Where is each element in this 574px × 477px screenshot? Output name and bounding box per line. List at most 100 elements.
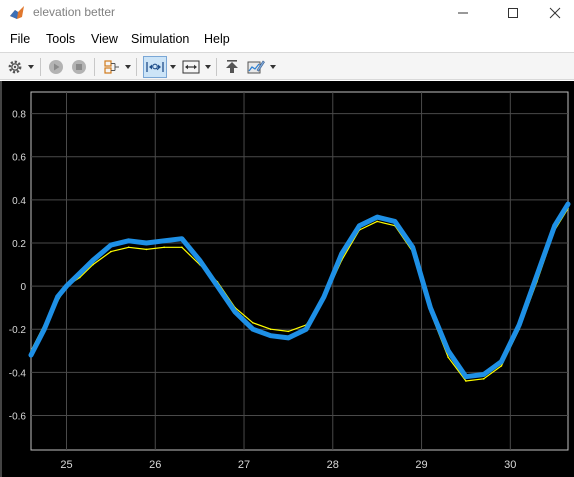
menu-help[interactable]: Help (204, 32, 230, 46)
primary-signal-point (90, 258, 96, 263)
x-tick-label: 26 (149, 459, 161, 471)
autoscale-icon (182, 60, 200, 74)
reference-signal-point (79, 276, 81, 279)
edit-style-dropdown[interactable] (269, 56, 277, 78)
x-tick-label: 30 (504, 459, 516, 471)
primary-signal-point (126, 238, 131, 244)
run-icon (49, 60, 63, 74)
grid-lines (31, 92, 568, 450)
close-icon (549, 7, 561, 19)
reference-signal-point (482, 378, 485, 380)
primary-signal-point (481, 372, 486, 377)
reference-signal-point (92, 263, 94, 266)
y-tick-label: 0 (20, 282, 26, 293)
primary-signal-point (286, 335, 291, 341)
highlight-block-button[interactable] (222, 56, 242, 78)
y-tick-label: 0.6 (12, 153, 26, 164)
primary-signal-point (215, 283, 220, 289)
x-tick-label: 28 (327, 459, 339, 471)
settings-gear-icon (8, 60, 22, 74)
primary-signal-point (250, 327, 256, 332)
tick-labels: 25 26 27 28 29 30 -0.6 -0.4 -0.2 0 0.2 0.4 0.6 0.8 (9, 110, 517, 471)
toolbar-separator (216, 58, 217, 76)
reference-signal-point (376, 220, 378, 223)
primary-signal-point (499, 359, 504, 364)
primary-signal-point (392, 219, 398, 224)
zoom-x-icon (146, 62, 164, 72)
toolbar (0, 52, 574, 80)
reference-signal-point (500, 365, 503, 367)
reference-signal-point (110, 250, 112, 253)
minimize-button[interactable] (440, 0, 486, 26)
primary-signal-point (77, 270, 83, 276)
menu-bar: File Tools View Simulation Help (0, 29, 574, 51)
edit-style-icon (247, 60, 265, 74)
edit-style-button[interactable] (245, 56, 267, 78)
stop-button[interactable] (69, 56, 89, 78)
caret-down-icon (125, 65, 131, 69)
primary-signal-point (516, 322, 522, 328)
highlight-simulink-block-icon (226, 60, 238, 73)
minimize-icon (458, 12, 468, 14)
primary-signal-point (339, 251, 344, 256)
signal-selector-dropdown[interactable] (124, 56, 132, 78)
y-tick-label: -0.6 (9, 411, 27, 422)
y-tick-label: 0.8 (12, 110, 26, 121)
primary-signal-point (321, 294, 327, 300)
reference-signal-point (269, 328, 272, 331)
primary-signal-point (463, 374, 469, 379)
menu-tools[interactable]: Tools (46, 32, 76, 46)
window-title: elevation better (33, 5, 116, 19)
primary-signal-point (232, 309, 238, 315)
reference-signal-point (145, 248, 148, 251)
caret-down-icon (205, 65, 211, 69)
primary-signal-point (55, 294, 60, 300)
settings-dropdown[interactable] (27, 56, 35, 78)
primary-signal-point (552, 223, 557, 228)
zoom-x-button[interactable] (143, 56, 167, 78)
zoom-dropdown[interactable] (169, 56, 177, 78)
autoscale-dropdown[interactable] (204, 56, 212, 78)
matlab-app-icon (10, 6, 24, 19)
signal-traces (28, 201, 571, 382)
reference-signal-point (252, 321, 254, 324)
primary-signal-point (144, 240, 149, 246)
scope-axes[interactable]: 25 26 27 28 29 30 -0.6 -0.4 -0.2 0 0.2 0.4 0.6 0.8 (0, 81, 574, 477)
reference-signal-point (447, 356, 449, 359)
signal-selector-icon (104, 60, 119, 74)
close-button[interactable] (536, 0, 574, 26)
maximize-button[interactable] (490, 0, 536, 26)
caret-down-icon (28, 65, 34, 69)
caret-down-icon (170, 65, 176, 69)
menu-simulation[interactable]: Simulation (131, 32, 190, 46)
menu-view[interactable]: View (91, 32, 118, 46)
scope-plot-area[interactable]: 25 26 27 28 29 30 -0.6 -0.4 -0.2 0 0.2 0.4 0.6 0.8 (0, 81, 574, 477)
primary-signal-point (303, 327, 309, 332)
autoscale-button[interactable] (180, 56, 202, 78)
menu-file[interactable]: File (10, 32, 31, 46)
primary-signal-point (64, 283, 69, 289)
title-bar: elevation better (0, 0, 574, 26)
primary-signal-point (374, 214, 380, 220)
settings-button[interactable] (5, 56, 25, 78)
primary-signal-point (565, 201, 571, 207)
toolbar-separator (136, 58, 137, 76)
y-tick-label: 0.4 (12, 196, 26, 207)
x-tick-label: 29 (415, 459, 427, 471)
caret-down-icon (270, 65, 276, 69)
y-tick-label: -0.4 (9, 368, 27, 379)
stop-icon (72, 60, 86, 74)
y-tick-label: 0.2 (12, 239, 26, 250)
primary-signal-point (357, 223, 362, 228)
primary-signal-point (428, 305, 433, 310)
signal-selector-button[interactable] (102, 56, 122, 78)
axes-frame (30, 91, 569, 451)
primary-signal-point (534, 273, 540, 278)
reference-signal-point (181, 246, 183, 249)
primary-signal-point (179, 236, 185, 241)
maximize-icon (508, 8, 518, 18)
x-tick-label: 25 (60, 459, 72, 471)
run-button[interactable] (46, 56, 66, 78)
primary-signal-point (42, 327, 47, 332)
primary-signal-point (268, 333, 273, 338)
